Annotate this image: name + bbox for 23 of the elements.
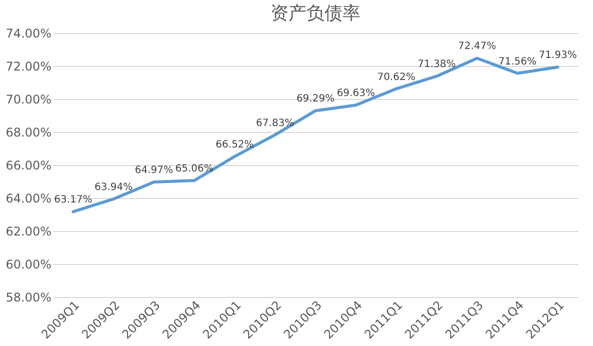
- y-tick-label: 60.00%: [6, 258, 52, 272]
- y-tick-label: 58.00%: [6, 290, 52, 304]
- data-label: 67.83%: [256, 118, 294, 129]
- data-label: 63.17%: [54, 194, 92, 206]
- data-label: 69.29%: [296, 94, 335, 105]
- y-tick-label: 70.00%: [6, 92, 52, 106]
- data-label: 64.97%: [134, 164, 174, 176]
- chart-title: 资产负债率: [270, 3, 360, 24]
- data-label: 71.38%: [418, 59, 456, 70]
- y-tick-label: 62.00%: [6, 224, 52, 238]
- data-label: 70.62%: [377, 72, 416, 83]
- data-label: 72.47%: [458, 41, 496, 52]
- data-label: 71.56%: [498, 56, 536, 68]
- data-label: 65.06%: [175, 164, 214, 175]
- y-tick-label: 64.00%: [6, 192, 52, 206]
- y-tick-label: 68.00%: [6, 126, 52, 140]
- data-label: 71.93%: [538, 50, 577, 62]
- data-label: 63.94%: [94, 182, 133, 193]
- data-label: 66.52%: [216, 139, 254, 150]
- data-label: 69.63%: [336, 88, 375, 100]
- y-tick-label: 72.00%: [6, 60, 52, 74]
- y-tick-label: 74.00%: [6, 26, 52, 40]
- y-tick-label: 66.00%: [6, 158, 52, 172]
